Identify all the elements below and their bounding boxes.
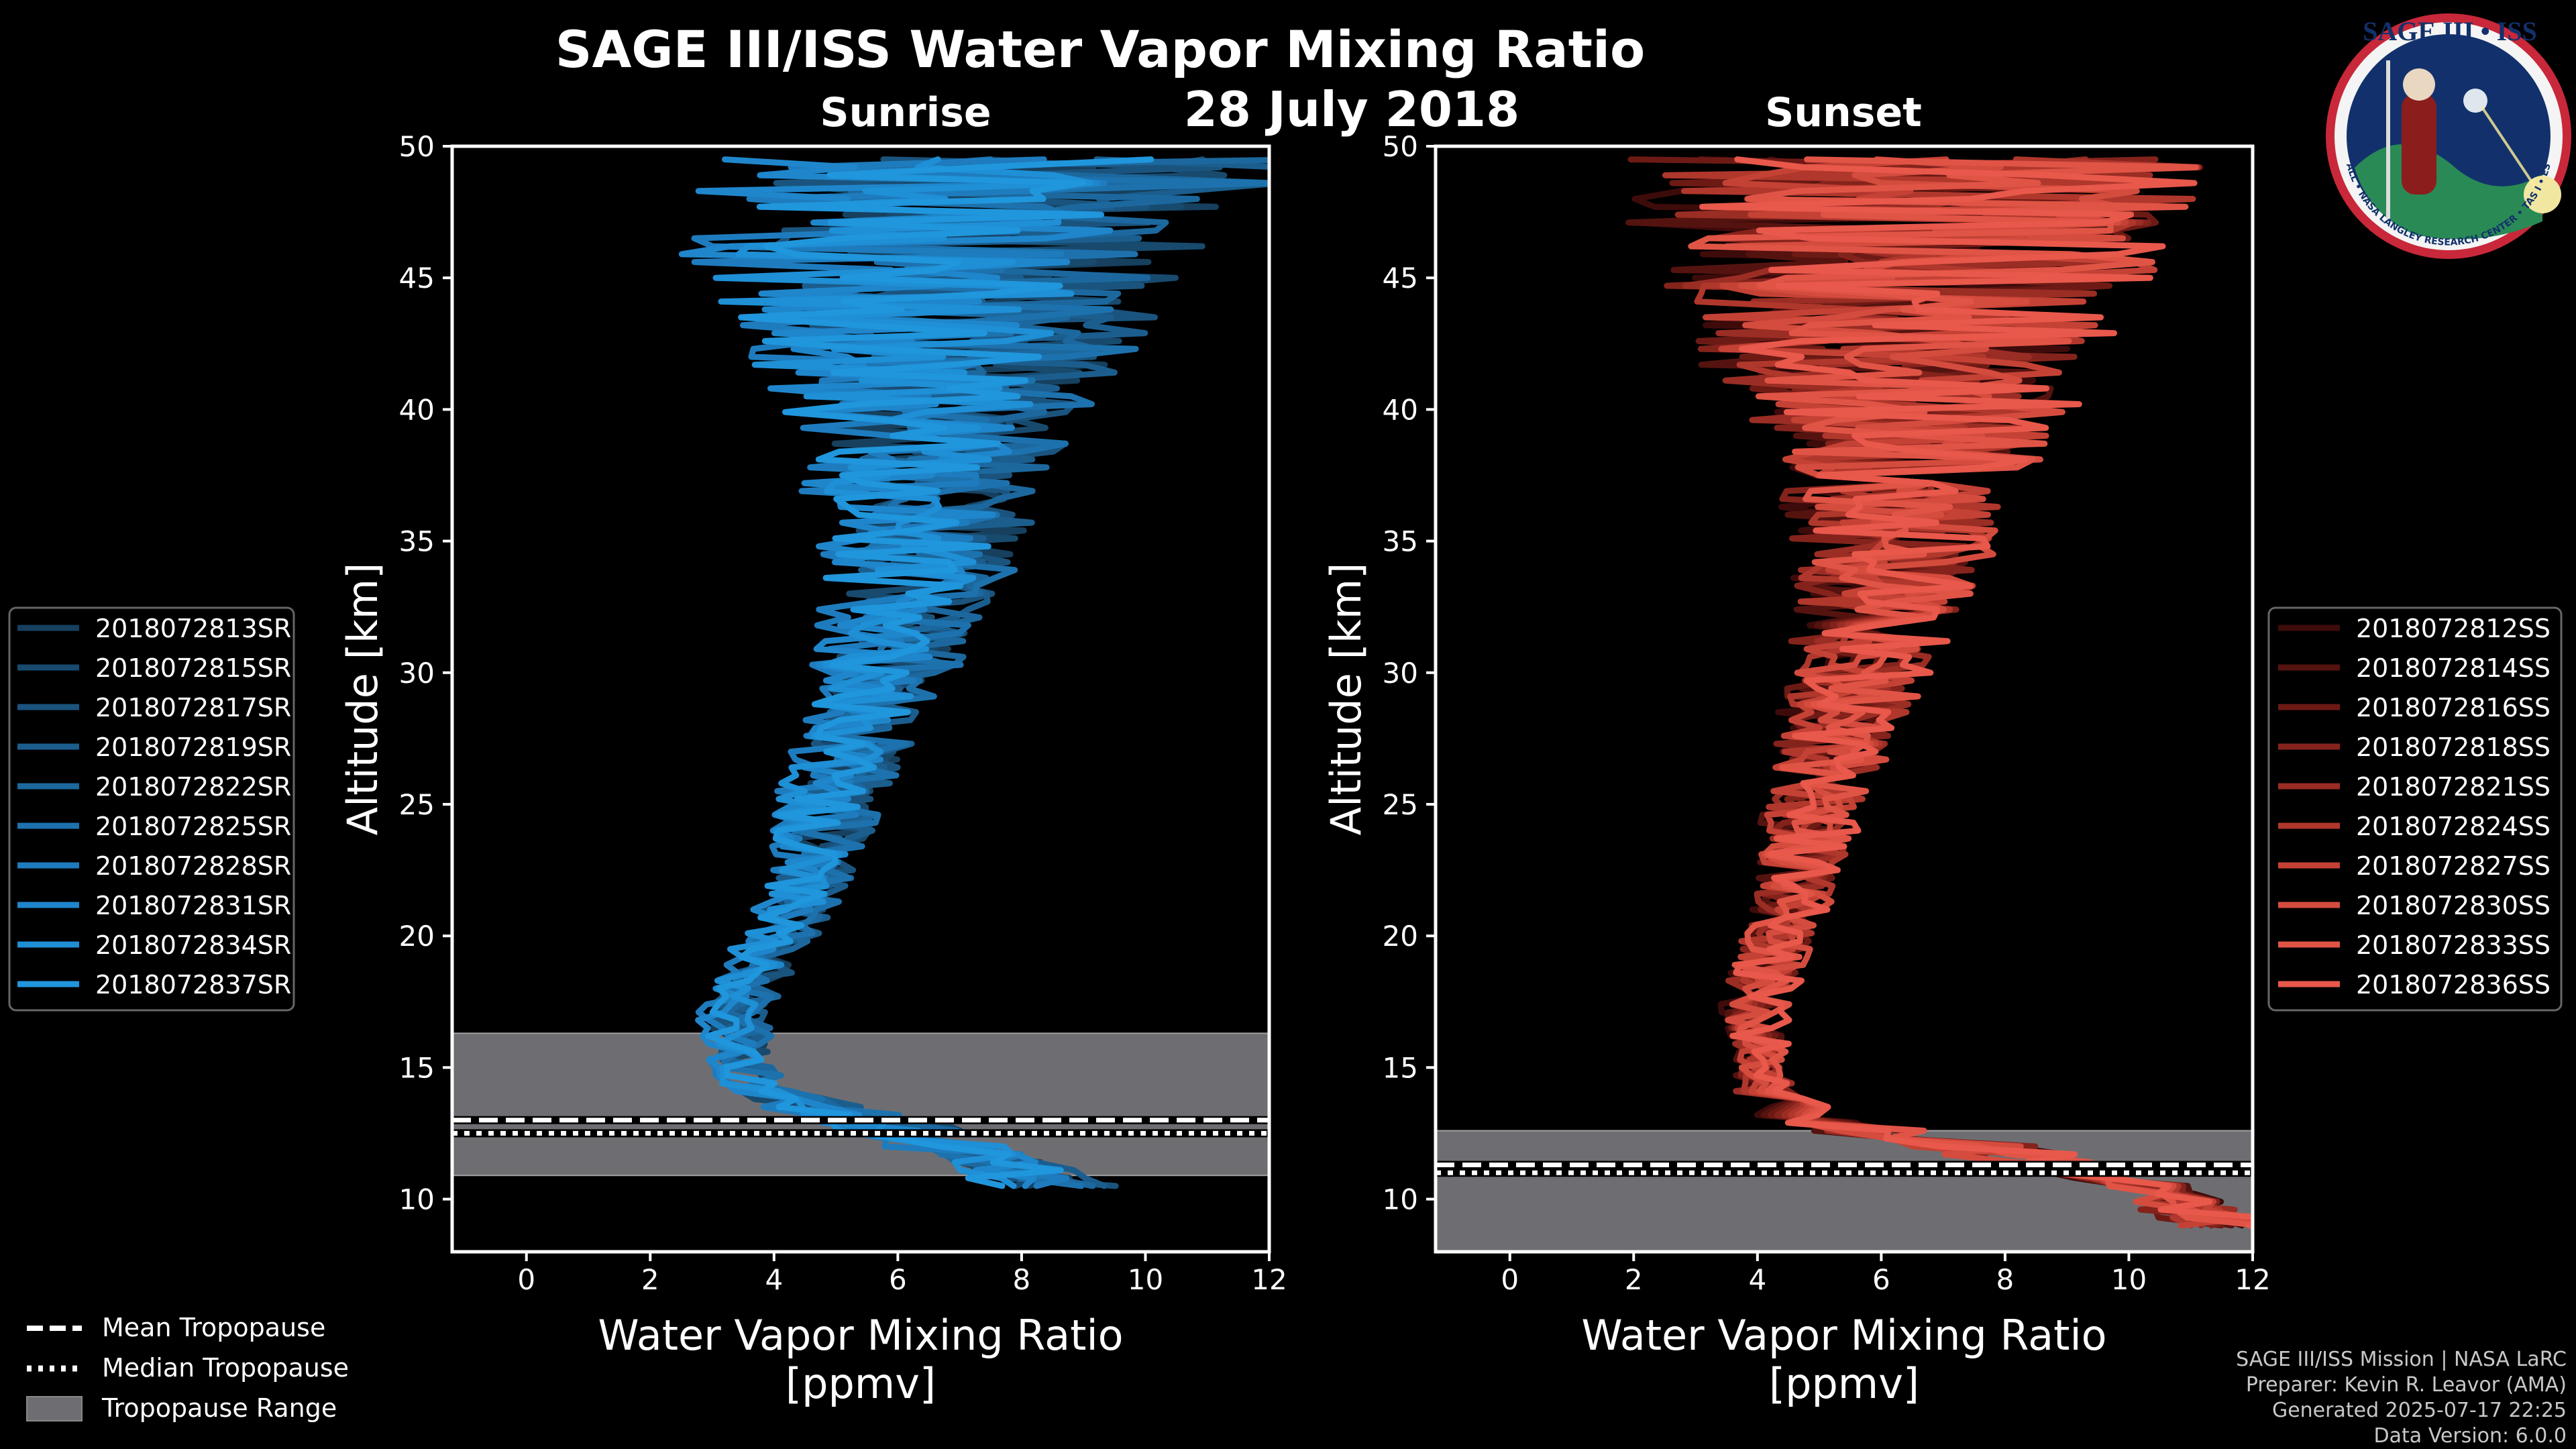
legend-label: 2018072816SS	[2356, 693, 2551, 722]
legend-label: 2018072815SR	[95, 653, 291, 683]
y-tick-label: 35	[1383, 525, 1418, 558]
y-tick-label: 15	[399, 1051, 435, 1084]
credit-version: Data Version: 6.0.0	[2374, 1424, 2567, 1448]
y-tick-label: 10	[1383, 1183, 1418, 1216]
x-axis-label: Water Vapor Mixing Ratio [ppmv]	[598, 1311, 1123, 1408]
median-tropopause-label: Median Tropopause	[102, 1353, 349, 1383]
chart-title: SAGE III/ISS Water Vapor Mixing Ratio	[555, 19, 1646, 79]
x-tick-label: 4	[1748, 1263, 1766, 1296]
x-tick-label: 4	[765, 1263, 783, 1296]
legend-label: 2018072837SR	[95, 970, 291, 1000]
chart-date: 28 July 2018	[1184, 81, 1519, 138]
legend-label: 2018072813SR	[95, 614, 291, 643]
y-tick-label: 20	[399, 920, 435, 953]
y-tick-label: 25	[399, 788, 435, 821]
x-tick-label: 10	[1128, 1263, 1163, 1296]
legend-label: 2018072828SR	[95, 851, 291, 881]
panel-title: Sunset	[1765, 89, 1922, 136]
logo-text: SAGE III • ISS	[2363, 16, 2537, 46]
x-tick-label: 2	[1625, 1263, 1643, 1296]
legend-label: 2018072833SS	[2356, 930, 2551, 960]
y-tick-label: 50	[1383, 130, 1418, 163]
sunset-legend: 2018072812SS 2018072814SS 2018072816SS 2018…	[2267, 606, 2563, 1012]
y-axis-label: Altitude [km]	[338, 563, 387, 836]
y-tick-label: 40	[399, 393, 435, 426]
y-tick-label: 20	[1383, 920, 1418, 953]
y-tick-label: 25	[1383, 788, 1418, 821]
legend-label: 2018072830SS	[2356, 891, 2551, 920]
legend-label: 2018072836SS	[2356, 970, 2551, 1000]
tropopause-legend: Mean Tropopause Median Tropopause Tropop…	[26, 1313, 349, 1423]
legend-label: 2018072824SS	[2356, 812, 2551, 841]
profile-line-2018072836SS	[1699, 156, 2253, 1229]
legend-label: 2018072822SR	[95, 772, 291, 802]
legend-label: 2018072818SS	[2356, 733, 2551, 762]
credit-preparer: Preparer: Kevin R. Leavor (AMA)	[2246, 1373, 2567, 1397]
x-tick-label: 0	[1501, 1263, 1519, 1296]
x-tick-label: 12	[1251, 1263, 1287, 1296]
y-tick-label: 30	[1383, 657, 1418, 690]
y-tick-label: 15	[1383, 1051, 1418, 1084]
axes-frame	[450, 144, 1271, 1254]
tropopause-range-label: Tropopause Range	[101, 1393, 337, 1423]
mean-tropopause-label: Mean Tropopause	[102, 1313, 325, 1342]
x-tick-label: 12	[2235, 1263, 2270, 1296]
legend-label: 2018072825SR	[95, 812, 291, 841]
legend-label: 2018072812SS	[2356, 614, 2551, 643]
plot-area	[1436, 156, 2253, 1252]
legend-label: 2018072821SS	[2356, 772, 2551, 802]
credits: SAGE III/ISS Mission | NASA LaRC Prepare…	[2236, 1348, 2567, 1448]
y-tick-label: 45	[1383, 262, 1418, 294]
panel-title: Sunrise	[820, 89, 991, 136]
credit-mission: SAGE III/ISS Mission | NASA LaRC	[2236, 1348, 2567, 1371]
y-tick-label: 45	[399, 262, 435, 294]
legend-label: 2018072817SR	[95, 693, 291, 722]
x-tick-label: 6	[1872, 1263, 1890, 1296]
y-tick-label: 10	[399, 1183, 435, 1216]
y-tick-label: 35	[399, 525, 435, 558]
legend-label: 2018072834SR	[95, 930, 291, 960]
y-tick-label: 30	[399, 657, 435, 690]
legend-label: 2018072819SR	[95, 733, 291, 762]
x-tick-label: 6	[889, 1263, 907, 1296]
profile-line-2018072822SR	[720, 157, 1269, 1189]
y-tick-label: 40	[1383, 393, 1418, 426]
y-axis-label: Altitude [km]	[1322, 563, 1371, 836]
x-tick-label: 10	[2111, 1263, 2147, 1296]
credit-generated: Generated 2025-07-17 22:25	[2272, 1399, 2567, 1422]
legend-label: 2018072831SR	[95, 891, 291, 920]
tropopause-range-swatch	[26, 1396, 83, 1421]
x-tick-label: 2	[641, 1263, 659, 1296]
profile-line-2018072837SR	[705, 156, 1155, 1189]
x-tick-label: 0	[517, 1263, 535, 1296]
sunrise-panel: 0 2 4 6 8 10 12 10 15 20 25 30 35 40 45 50 Sunrise Water …	[338, 89, 1287, 1408]
axes-frame	[1434, 144, 2255, 1254]
x-axis-label: Water Vapor Mixing Ratio [ppmv]	[1581, 1311, 2106, 1408]
legend-label: 2018072827SS	[2356, 851, 2551, 881]
sunrise-legend: 2018072813SR 2018072815SR 2018072817SR 2018…	[8, 606, 295, 1012]
legend-label: 2018072814SS	[2356, 653, 2551, 683]
plot-area	[452, 156, 1269, 1189]
sunset-panel: 0 2 4 6 8 10 12 10 15 20 25 30 35 40 45 50 Sunset Water V…	[1322, 89, 2271, 1408]
y-tick-label: 50	[399, 130, 435, 163]
x-tick-label: 8	[1996, 1263, 2015, 1296]
x-tick-label: 8	[1013, 1263, 1031, 1296]
